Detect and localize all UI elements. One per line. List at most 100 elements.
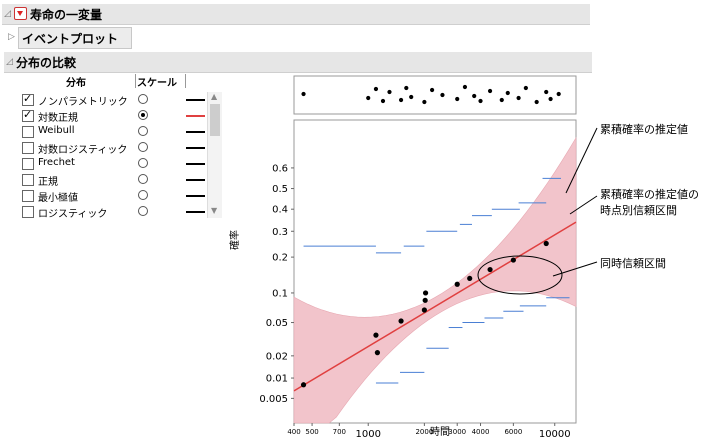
simultaneous-band-highlight: [477, 255, 563, 295]
distribution-checkbox[interactable]: [22, 158, 34, 170]
x-tick-label: 400: [287, 428, 300, 436]
data-point: [422, 290, 429, 296]
table-scrollbar[interactable]: ▲ ▼: [207, 92, 222, 218]
callout-line: [552, 261, 598, 277]
y-tick-label: 0.5: [272, 184, 288, 195]
distribution-label: 最小極値: [38, 193, 78, 204]
disclosure-open-icon[interactable]: ◿: [4, 9, 11, 19]
y-tick-label: 0.6: [272, 163, 288, 174]
report-title: 寿命の一変量: [30, 8, 103, 22]
data-point: [374, 350, 381, 356]
distribution-checkbox[interactable]: [22, 206, 34, 218]
distribution-label: Frechet: [38, 157, 75, 168]
data-point: [487, 266, 493, 273]
data-point: [300, 382, 307, 388]
scale-radio[interactable]: [138, 142, 148, 152]
annotation-pointwise-line1: 累積確率の推定値の: [600, 188, 699, 201]
x-tick-label: 3000: [448, 428, 466, 436]
x-tick-label: 700: [333, 428, 346, 436]
distribution-line-swatch: [186, 147, 205, 149]
scale-radio[interactable]: [138, 174, 148, 184]
event-point: [373, 86, 379, 92]
distribution-checkbox[interactable]: [22, 126, 34, 138]
distribution-checkbox[interactable]: [22, 190, 34, 202]
data-point: [454, 281, 460, 287]
confidence-band: [293, 136, 577, 424]
distribution-line-swatch: [186, 195, 205, 197]
event-point: [429, 87, 435, 93]
scroll-up-icon[interactable]: ▲: [211, 92, 218, 101]
scale-radio[interactable]: [138, 110, 148, 120]
scale-radio[interactable]: [138, 126, 148, 136]
event-point: [366, 95, 371, 101]
annotation-estimate: 累積確率の推定値: [600, 123, 688, 136]
distribution-row: ロジスティック: [22, 204, 232, 220]
x-tick-label: 4000: [472, 428, 490, 436]
event-point: [523, 85, 528, 91]
y-tick-label: 0.005: [259, 394, 288, 405]
event-plot-title: イベントプロット: [22, 32, 119, 46]
event-point: [548, 96, 553, 102]
callout-line: [569, 195, 598, 215]
disclosure-open-icon[interactable]: ◿: [6, 57, 13, 67]
distribution-line-swatch: [186, 99, 205, 101]
fit-line: [293, 221, 577, 392]
event-plot-outline[interactable]: イベントプロット: [18, 27, 132, 49]
event-point: [301, 91, 306, 97]
event-point: [422, 99, 427, 105]
x-axis-label: 時間: [430, 426, 450, 438]
scroll-down-icon[interactable]: ▼: [211, 206, 218, 215]
dist-compare-header: ◿ 分布の比較: [4, 52, 592, 73]
data-point: [467, 275, 473, 282]
distribution-row: 対数ロジスティック: [22, 140, 232, 156]
y-tick-label: 0.02: [266, 351, 288, 362]
event-point: [387, 89, 392, 95]
callout-line: [565, 127, 598, 194]
distribution-label: ロジスティック: [38, 209, 108, 220]
event-point: [462, 84, 468, 90]
scrollbar-thumb[interactable]: [210, 104, 220, 136]
x-tick-label: 1000: [355, 429, 380, 439]
data-point: [422, 297, 428, 303]
data-point: [510, 257, 516, 263]
red-triangle-menu-icon[interactable]: [14, 7, 27, 20]
data-point: [543, 240, 549, 247]
event-point: [440, 92, 445, 98]
y-tick-label: 0.1: [272, 288, 288, 299]
y-tick-label: 0.2: [272, 253, 288, 264]
distribution-row: 正規: [22, 172, 232, 188]
x-tick-label: 10000: [539, 429, 571, 439]
event-point: [472, 93, 477, 99]
y-tick-label: 0.05: [266, 318, 288, 329]
distribution-row: 最小極値: [22, 188, 232, 204]
scale-radio[interactable]: [138, 94, 148, 104]
col-header-scale: スケール: [137, 78, 177, 89]
x-tick-label: 500: [305, 428, 318, 436]
y-tick-label: 0.3: [272, 227, 288, 238]
scale-radio[interactable]: [138, 190, 148, 200]
event-point: [478, 98, 483, 104]
table-divider: [185, 74, 186, 88]
distribution-checkbox[interactable]: [22, 142, 34, 154]
event-point: [534, 99, 539, 105]
report-header: ◿ 寿命の一変量: [2, 4, 590, 25]
distribution-label: Weibull: [38, 125, 75, 136]
event-plot-frame: [293, 75, 577, 115]
x-tick-label: 6000: [504, 428, 522, 436]
disclosure-closed-icon[interactable]: ▷: [8, 32, 15, 42]
distribution-checkbox[interactable]: [22, 92, 34, 106]
scale-radio[interactable]: [138, 158, 148, 168]
event-point: [499, 97, 504, 103]
distribution-checkbox[interactable]: [22, 108, 34, 122]
event-point: [487, 88, 493, 94]
dist-compare-title: 分布の比較: [16, 56, 77, 70]
distribution-label: ノンパラメトリック: [38, 97, 128, 108]
y-tick-label: 0.4: [272, 205, 288, 216]
data-point: [421, 307, 427, 313]
distribution-checkbox[interactable]: [22, 174, 34, 186]
scale-radio[interactable]: [138, 206, 148, 216]
x-tick-label: 2000: [415, 428, 433, 436]
distribution-line-swatch: [186, 131, 205, 133]
event-point: [409, 94, 414, 100]
